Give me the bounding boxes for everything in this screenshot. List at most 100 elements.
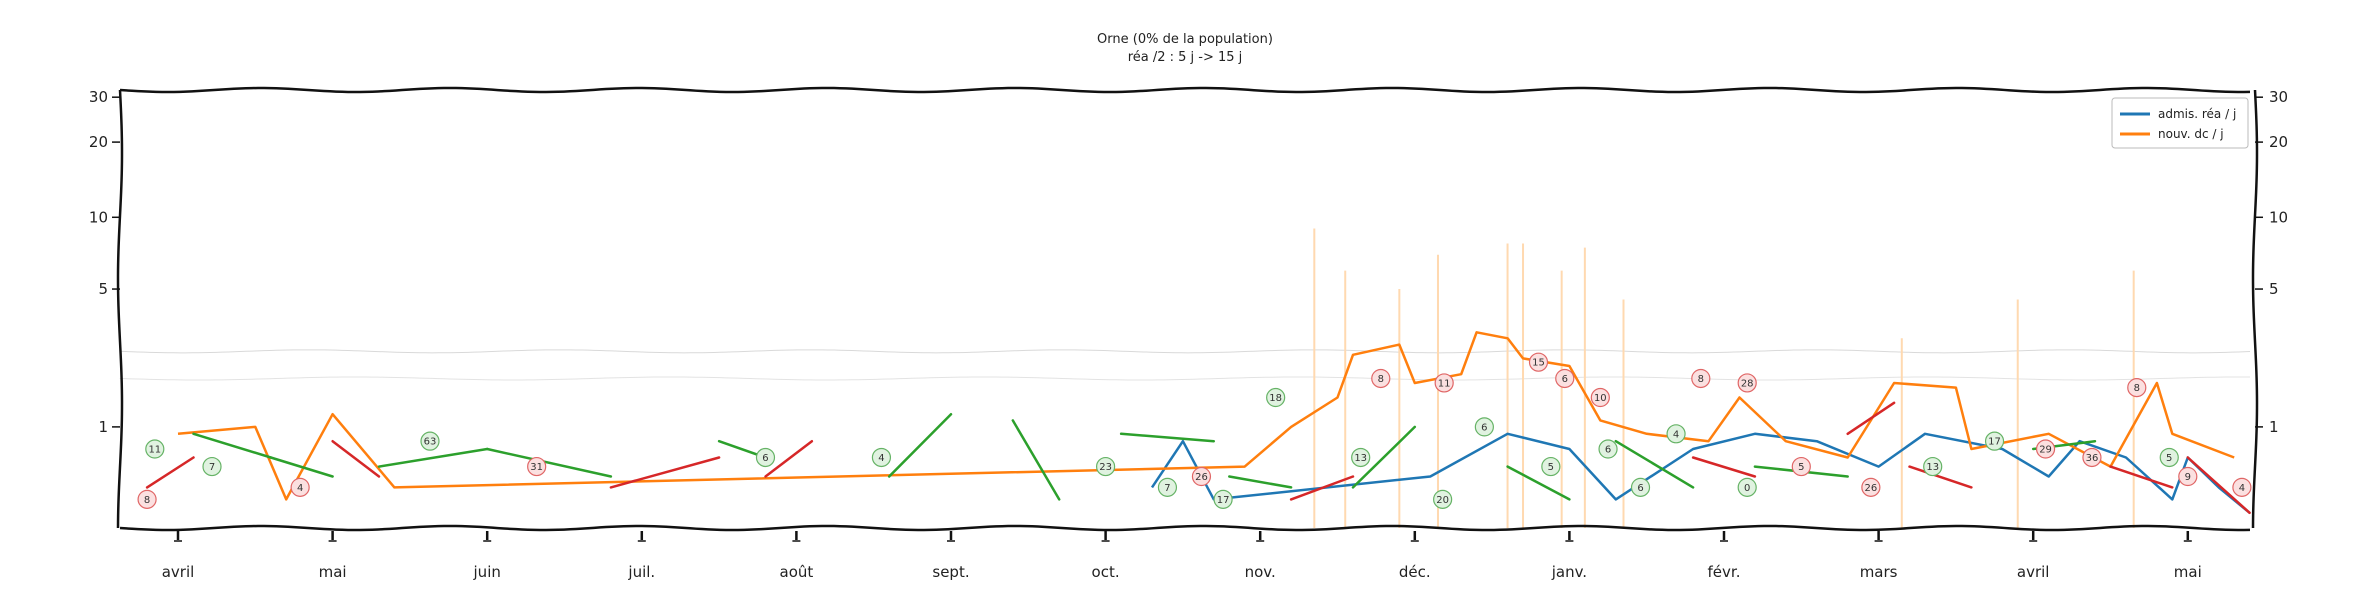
series-line-0 — [1150, 432, 2251, 514]
annotation-badge: 26 — [1861, 477, 1881, 497]
badge-label: 31 — [530, 462, 543, 473]
reference-line — [119, 376, 2251, 381]
annotation-badge: 4 — [871, 447, 892, 468]
x-tick-label: oct. — [1092, 563, 1120, 581]
annotation-badge: 5 — [1791, 456, 1811, 477]
badge-label: 13 — [1354, 453, 1367, 464]
trend-segment — [1289, 475, 1355, 501]
annotation-badge: 11 — [145, 439, 165, 459]
annotation-badge: 26 — [1191, 466, 1212, 487]
badge-label: 8 — [144, 495, 150, 506]
x-tick-label: janv. — [1551, 563, 1587, 581]
badge-label: 7 — [209, 462, 215, 473]
badge-circle — [2159, 447, 2179, 468]
badge-label: 7 — [1164, 483, 1170, 494]
annotation-badge: 18 — [1266, 387, 1286, 408]
badge-circle — [1541, 456, 1561, 477]
badge-circle — [1984, 431, 2005, 451]
chart-subtitle: réa /2 : 5 j -> 15 j — [1128, 50, 1243, 65]
plot-frame — [116, 86, 2259, 532]
badge-circle — [145, 439, 165, 459]
badge-circle — [1528, 352, 1549, 372]
annotation-badge: 6 — [1474, 417, 1494, 437]
badge-circle — [1590, 387, 1610, 408]
badge-label: 5 — [2166, 453, 2172, 464]
badge-circle — [202, 456, 222, 477]
trend-segment — [2186, 456, 2251, 515]
badge-circle — [2127, 378, 2147, 398]
annotation-badge: 4 — [290, 477, 310, 497]
badge-circle — [755, 447, 776, 468]
badge-label: 63 — [424, 437, 437, 448]
trend-segment — [609, 456, 721, 489]
badge-label: 8 — [1698, 374, 1704, 385]
trend-segment — [1119, 432, 1216, 443]
trend-segment — [1011, 419, 1061, 501]
badge-label: 36 — [2086, 453, 2099, 464]
badge-circle — [1433, 489, 1453, 509]
annotation-badge: 6 — [1555, 368, 1575, 389]
badge-circle — [1666, 424, 1686, 444]
badge-circle — [1737, 477, 1757, 497]
reference-line — [119, 349, 2251, 354]
trend-segment — [1691, 456, 1757, 478]
badge-label: 6 — [1605, 445, 1611, 456]
annotation-badge: 8 — [1691, 368, 1711, 389]
annotation-badge: 63 — [420, 431, 440, 451]
x-tick-label: mai — [2174, 563, 2202, 581]
badge-circle — [137, 489, 157, 509]
annotation-badge: 4 — [1666, 424, 1686, 444]
trend-segment — [1908, 465, 1973, 489]
y-tick-label-left: 5 — [98, 280, 108, 298]
x-tick-label: déc. — [1399, 563, 1431, 581]
badge-label: 17 — [1988, 437, 2001, 448]
annotation-badge: 6 — [1598, 439, 1618, 459]
y-tick-label-left: 1 — [98, 418, 108, 436]
badge-circle — [1555, 368, 1575, 389]
annotation-badge: 17 — [1984, 431, 2005, 451]
annotation-badge: 23 — [1095, 456, 1116, 477]
annotation-badge: 11 — [1434, 373, 1454, 393]
badge-label: 10 — [1594, 393, 1607, 404]
badge-label: 4 — [1673, 429, 1679, 440]
trend-segment — [1506, 465, 1571, 501]
annotation-badge: 7 — [1157, 477, 1178, 497]
y-tick-label-right: 1 — [2269, 418, 2279, 436]
badge-label: 28 — [1741, 378, 1754, 389]
badge-label: 13 — [1926, 462, 1939, 473]
badge-label: 8 — [2134, 383, 2140, 394]
badge-label: 26 — [1865, 483, 1878, 494]
badge-circle — [1474, 417, 1494, 437]
annotation-badge: 5 — [2159, 447, 2179, 468]
annotation-badge: 6 — [755, 447, 776, 468]
badge-label: 11 — [148, 445, 161, 456]
series-layer — [177, 331, 2251, 514]
trend-segment — [145, 456, 195, 489]
frame-right — [2251, 89, 2259, 529]
badge-circle — [2035, 439, 2056, 459]
annotation-badge: 20 — [1433, 489, 1453, 509]
x-tick-label: août — [780, 563, 814, 581]
trend-segment — [192, 432, 273, 459]
badge-circle — [1213, 489, 1233, 509]
annotation-layer: 8 11 7 4 63 31 6 4 23 7 26 17 18 13 8 20 11 6 15 5 6 10 6 6 4 8 28… — [137, 352, 2252, 509]
annotation-badge: 13 — [1923, 456, 1943, 477]
annotation-badge: 4 — [2232, 477, 2252, 497]
x-tick-label: avril — [162, 563, 195, 581]
badge-label: 23 — [1099, 462, 1112, 473]
frame-bottom — [119, 524, 2251, 532]
trend-layer — [145, 401, 2251, 515]
x-tick-label: juil. — [627, 563, 655, 581]
annotation-badge: 8 — [137, 489, 157, 509]
annotation-badge: 13 — [1351, 447, 1371, 468]
badge-label: 9 — [2185, 472, 2191, 483]
trend-segment — [485, 447, 613, 478]
badge-label: 5 — [1798, 462, 1804, 473]
badge-label: 4 — [2239, 483, 2245, 494]
badge-circle — [871, 447, 892, 468]
badge-label: 17 — [1217, 495, 1230, 506]
y-tick-label-right: 5 — [2269, 280, 2279, 298]
annotation-badge: 9 — [2178, 466, 2198, 487]
